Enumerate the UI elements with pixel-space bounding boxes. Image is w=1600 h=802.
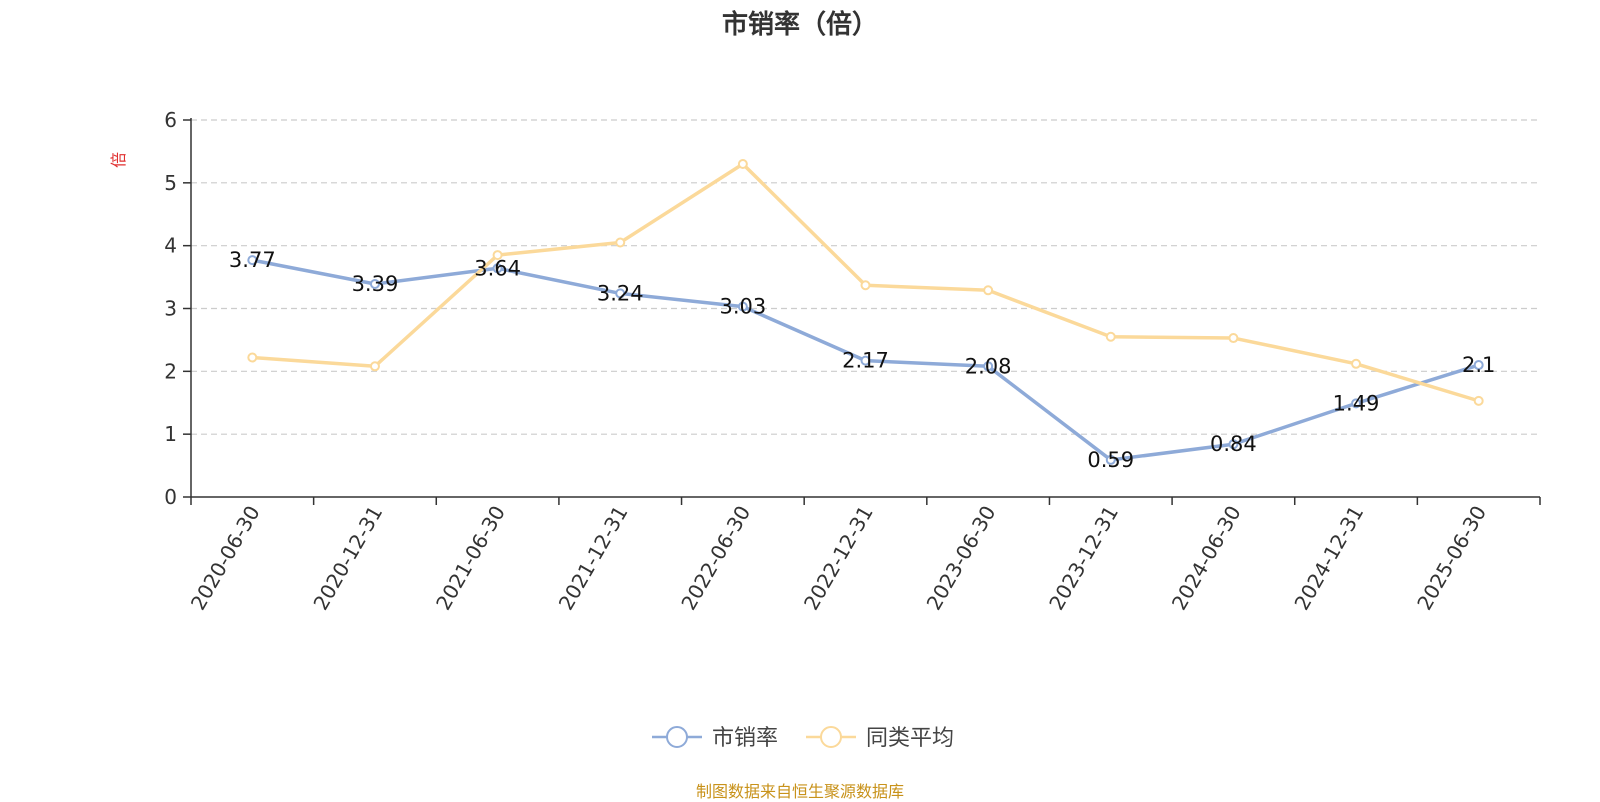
legend-marker-icon (666, 726, 688, 748)
y-axis-unit-label: 倍 (109, 152, 128, 168)
data-label: 3.77 (229, 248, 276, 272)
data-point[interactable] (247, 255, 258, 266)
data-point[interactable] (860, 280, 871, 291)
y-tick-label: 6 (164, 108, 177, 132)
data-point[interactable] (983, 361, 994, 372)
data-label: 1.49 (1333, 391, 1380, 415)
x-tick-label: 2020-12-31 (308, 502, 387, 615)
y-tick-label: 1 (164, 422, 177, 446)
data-point[interactable] (369, 361, 380, 372)
data-label: 2.1 (1462, 353, 1495, 377)
data-point[interactable] (492, 263, 503, 274)
legend: 市销率 同类平均 (652, 726, 954, 751)
legend-label: 市销率 (712, 726, 778, 751)
legend-marker-icon (820, 726, 842, 748)
data-label: 2.08 (965, 354, 1012, 378)
y-tick-label: 3 (164, 297, 177, 321)
x-tick-label: 2024-06-30 (1167, 502, 1246, 615)
data-point[interactable] (615, 288, 626, 299)
data-point[interactable] (1228, 333, 1239, 344)
x-tick-label: 2022-06-30 (676, 502, 755, 615)
data-point[interactable] (369, 278, 380, 289)
data-label: 3.64 (474, 256, 521, 280)
grid-lines (191, 119, 1540, 435)
data-point[interactable] (737, 301, 748, 312)
data-label: 3.39 (352, 272, 399, 296)
legend-label: 同类平均 (866, 726, 954, 751)
y-tick-label: 4 (164, 234, 177, 258)
x-tick-label: 2022-12-31 (799, 502, 878, 615)
data-label: 3.24 (597, 281, 644, 305)
x-tick-label: 2025-06-30 (1412, 502, 1491, 615)
data-point[interactable] (615, 237, 626, 248)
data-point[interactable] (1105, 454, 1116, 465)
legend-item-1[interactable]: 市销率 (652, 726, 778, 751)
data-point[interactable] (1228, 439, 1239, 450)
data-label: 0.59 (1087, 448, 1134, 472)
data-point[interactable] (247, 352, 258, 363)
series-lines (247, 158, 1484, 465)
x-tick-label: 2023-06-30 (922, 502, 1001, 615)
data-labels: 3.77 3.39 3.64 3.24 3.03 2.17 2.08 0.59 0.84 1.49… (229, 248, 1495, 472)
legend-item-2[interactable]: 同类平均 (806, 726, 954, 751)
data-point[interactable] (1473, 360, 1484, 371)
x-tick-label: 2023-12-31 (1044, 502, 1123, 615)
y-tick-label: 0 (164, 485, 177, 509)
data-label: 2.17 (842, 349, 889, 373)
data-label: 0.84 (1210, 432, 1257, 456)
y-tick-label: 2 (164, 359, 177, 383)
data-point[interactable] (1105, 331, 1116, 342)
y-tick-label: 5 (164, 171, 177, 195)
data-point[interactable] (860, 355, 871, 366)
x-tick-label: 2021-06-30 (431, 502, 510, 615)
data-point[interactable] (1473, 395, 1484, 406)
x-tick-label: 2024-12-31 (1289, 502, 1368, 615)
x-tick-label: 2020-06-30 (186, 502, 265, 615)
data-point[interactable] (1351, 398, 1362, 409)
data-label: 3.03 (719, 295, 766, 319)
data-point[interactable] (1351, 358, 1362, 369)
data-point[interactable] (737, 158, 748, 169)
data-point[interactable] (983, 285, 994, 296)
source-note: 制图数据来自恒生聚源数据库 (695, 782, 904, 801)
x-tick-label: 2021-12-31 (554, 502, 633, 615)
chart-title: 市销率（倍） (721, 10, 878, 40)
data-point[interactable] (492, 250, 503, 261)
